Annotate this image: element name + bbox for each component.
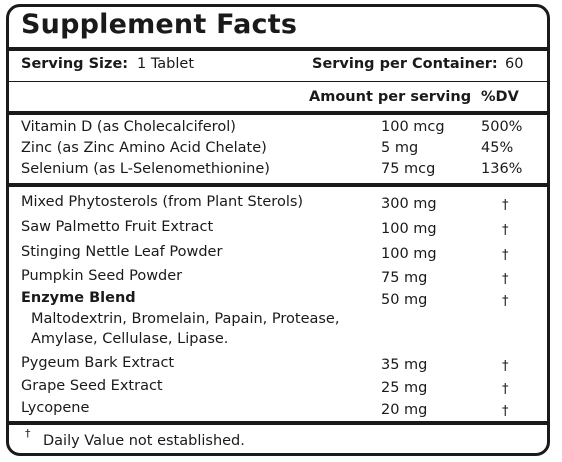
nutrient-name: Zinc (as Zinc Amino Acid Chelate) <box>21 140 267 156</box>
nutrient-name: Selenium (as L-Selenomethionine) <box>21 161 270 177</box>
serving-size-value: 1 Tablet <box>137 56 195 72</box>
nutrient-dv: 500% <box>481 119 523 135</box>
footnote-divider <box>9 421 547 425</box>
nutrient-amount: 75 mcg <box>381 161 436 177</box>
ingredient-amount: 20 mg <box>381 402 428 418</box>
supplement-facts-panel: Supplement Facts Serving Size: 1 Tablet … <box>6 4 550 456</box>
footnote-mark: † <box>25 427 31 440</box>
ingredient-amount: 100 mg <box>381 246 437 262</box>
ingredient-name: Pygeum Bark Extract <box>21 355 175 371</box>
servings-per-container-value: 60 <box>505 56 524 72</box>
ingredient-dv: † <box>502 404 509 419</box>
enzyme-blend-components: Maltodextrin, Bromelain, Papain, Proteas… <box>31 311 340 327</box>
ingredient-dv: † <box>502 198 509 213</box>
ingredient-amount: 100 mg <box>381 221 437 237</box>
title-divider <box>9 47 547 51</box>
header-divider <box>9 111 547 115</box>
ingredient-dv: † <box>502 272 509 287</box>
enzyme-blend-components: Amylase, Cellulase, Lipase. <box>31 331 229 347</box>
ingredient-amount: 75 mg <box>381 270 428 286</box>
ingredient-name: Lycopene <box>21 400 90 416</box>
ingredient-name: Grape Seed Extract <box>21 378 163 394</box>
panel-title: Supplement Facts <box>21 9 298 40</box>
ingredient-dv: † <box>502 248 509 263</box>
footnote-text: Daily Value not established. <box>43 433 245 449</box>
servings-per-container-label: Serving per Container: <box>312 56 498 72</box>
ingredient-name: Saw Palmetto Fruit Extract <box>21 219 214 235</box>
ingredient-name: Pumpkin Seed Powder <box>21 268 183 284</box>
nutrient-dv: 136% <box>481 161 523 177</box>
amount-header: Amount per serving <box>309 89 472 105</box>
ingredient-name: Mixed Phytosterols (from Plant Sterols) <box>21 194 304 210</box>
ingredient-dv: † <box>502 382 509 397</box>
vitamins-divider <box>9 183 547 187</box>
ingredient-amount: 35 mg <box>381 357 428 373</box>
ingredient-amount: 300 mg <box>381 196 437 212</box>
ingredient-dv: † <box>502 359 509 374</box>
ingredient-dv: † <box>502 223 509 238</box>
nutrient-amount: 5 mg <box>381 140 419 156</box>
ingredient-amount: 25 mg <box>381 380 428 396</box>
enzyme-blend-amount: 50 mg <box>381 292 428 308</box>
nutrient-amount: 100 mcg <box>381 119 445 135</box>
dv-header: %DV <box>481 89 519 105</box>
ingredient-name: Stinging Nettle Leaf Powder <box>21 244 223 260</box>
serving-divider <box>9 81 547 82</box>
enzyme-blend-dv: † <box>502 294 509 309</box>
enzyme-blend-name: Enzyme Blend <box>21 290 136 306</box>
serving-size-label: Serving Size: <box>21 56 129 72</box>
nutrient-name: Vitamin D (as Cholecalciferol) <box>21 119 236 135</box>
nutrient-dv: 45% <box>481 140 514 156</box>
